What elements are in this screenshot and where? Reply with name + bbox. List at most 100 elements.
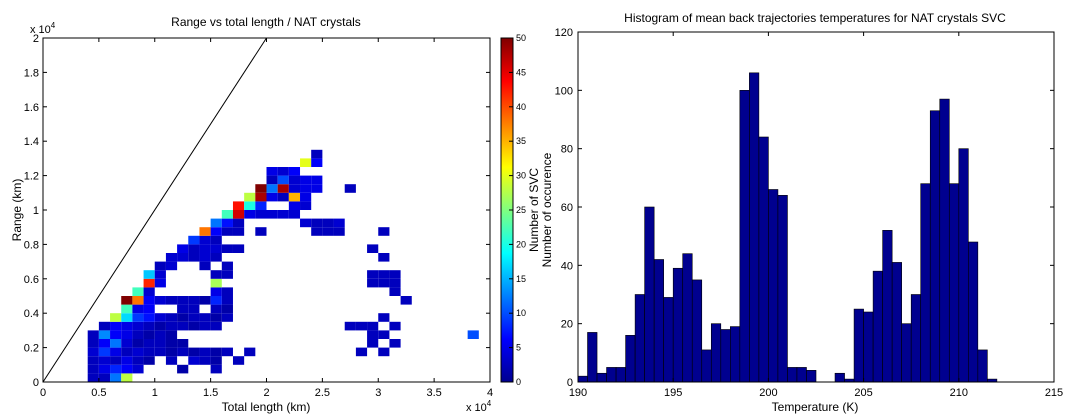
heatmap-cell	[143, 304, 155, 314]
heatmap-cell	[98, 356, 111, 365]
heatmap-cell	[188, 304, 200, 314]
histogram-bar	[663, 297, 674, 383]
heatmap-cell	[255, 184, 267, 193]
heatmap-y-tick-label: 1.4	[24, 136, 39, 148]
heatmap-cell	[232, 244, 245, 253]
heatmap-cell	[121, 339, 133, 348]
histogram-bar	[710, 323, 722, 383]
heatmap-cell	[277, 210, 289, 219]
histogram-bar	[672, 267, 684, 383]
heatmap-cell	[311, 158, 323, 167]
heatmap-cell	[154, 321, 166, 331]
heatmap-cell	[378, 278, 390, 288]
colorbar-tick-label: 45	[516, 67, 526, 77]
heatmap-cell	[210, 218, 222, 228]
histogram-x-tick-label: 205	[854, 387, 872, 399]
heatmap-cell	[255, 192, 267, 202]
heatmap-cell	[154, 261, 166, 271]
heatmap-cell	[143, 287, 155, 296]
histogram-y-tick-label: 120	[555, 27, 573, 39]
heatmap-cell	[154, 313, 166, 322]
heatmap-x-tick-label: 0.5	[91, 387, 106, 399]
heatmap-cell	[367, 339, 379, 348]
heatmap-cell	[177, 321, 189, 331]
heatmap-cell	[277, 167, 289, 176]
heatmap-cell	[389, 339, 401, 348]
heatmap-cell	[165, 321, 178, 331]
heatmap-cell	[110, 339, 122, 348]
histogram-bar	[882, 230, 893, 383]
histogram-bar	[653, 259, 664, 383]
histogram-bar	[625, 335, 636, 383]
heatmap-cell	[121, 330, 133, 339]
histogram-x-tick-label: 215	[1045, 387, 1063, 399]
heatmap-cell	[378, 313, 390, 322]
heatmap-y-tick-label: 2	[33, 33, 39, 45]
heatmap-cell	[277, 175, 289, 185]
histogram-bar	[577, 375, 588, 383]
heatmap-cell	[244, 201, 256, 210]
heatmap-cell	[367, 330, 379, 339]
heatmap-cell	[311, 175, 323, 185]
heatmap-cell	[121, 313, 133, 322]
colorbar: 0 5 10 15 20 25 30 35 40 45 50 Number of SVC Numbe…	[500, 33, 554, 387]
heatmap-cell	[221, 313, 233, 322]
histogram-bar	[958, 148, 969, 383]
heatmap-cell	[255, 201, 267, 210]
heatmap-cell	[210, 296, 222, 305]
heatmap-cell	[389, 270, 401, 279]
heatmap-cells	[87, 149, 479, 382]
heatmap-cell	[311, 149, 323, 159]
heatmap-cell	[199, 296, 211, 305]
heatmap-cell	[110, 347, 122, 357]
heatmap-cell	[210, 244, 222, 253]
heatmap-cell	[255, 210, 267, 219]
heatmap-cell	[244, 347, 256, 357]
heatmap-cell	[221, 270, 233, 279]
heatmap-cell	[277, 192, 289, 202]
histogram-bar	[691, 279, 703, 383]
heatmap-x-tick-label: 1	[152, 387, 158, 399]
heatmap-cell	[300, 192, 312, 202]
heatmap-y-tick-label: 1.6	[24, 102, 39, 114]
heatmap-cell	[221, 347, 233, 357]
heatmap-cell	[199, 227, 211, 236]
heatmap-cell	[165, 356, 178, 365]
histogram-bar	[768, 189, 779, 383]
heatmap-y-exponent: x 104	[30, 21, 56, 36]
heatmap-cell	[98, 321, 111, 331]
heatmap-cell	[210, 364, 222, 374]
heatmap-cell	[132, 364, 144, 374]
histogram-x-tick-label: 195	[664, 387, 682, 399]
heatmap-cell	[221, 261, 233, 271]
heatmap-x-ticks: 0 0.5 1 1.5 2 2.5 3 3.5 4	[40, 38, 493, 399]
heatmap-cell	[188, 347, 200, 357]
histogram-bar	[596, 372, 607, 383]
histogram-bar	[910, 294, 922, 383]
histogram-y-tick-label: 40	[561, 260, 573, 272]
heatmap-cell	[132, 287, 144, 296]
heatmap-cell	[177, 253, 189, 262]
heatmap-cell	[87, 356, 99, 365]
histogram-bar	[872, 270, 883, 383]
heatmap-y-tick-label: 1.8	[24, 67, 39, 79]
histogram-bar	[891, 262, 902, 383]
heatmap-cell	[311, 218, 323, 228]
heatmap-cell	[143, 321, 155, 331]
heatmap-cell	[221, 218, 233, 228]
histogram-bar	[739, 90, 750, 383]
heatmap-cell	[311, 227, 323, 236]
histogram-bar	[749, 72, 760, 383]
heatmap-cell	[221, 244, 233, 253]
diagonal-line	[42, 37, 267, 383]
heatmap-cell	[210, 347, 222, 357]
heatmap-y-tick-label: 0.4	[24, 308, 39, 320]
heatmap-x-label: Total length (km)	[222, 400, 311, 414]
histogram-x-ticks: 190 195 200 205 210 215	[569, 32, 1063, 399]
histogram-x-label: Temperature (K)	[772, 400, 859, 414]
colorbar-tick-label: 0	[516, 377, 521, 387]
heatmap-cell	[165, 253, 178, 262]
histogram-bar	[720, 329, 731, 383]
heatmap-cell	[311, 184, 323, 193]
heatmap-cell	[132, 356, 144, 365]
